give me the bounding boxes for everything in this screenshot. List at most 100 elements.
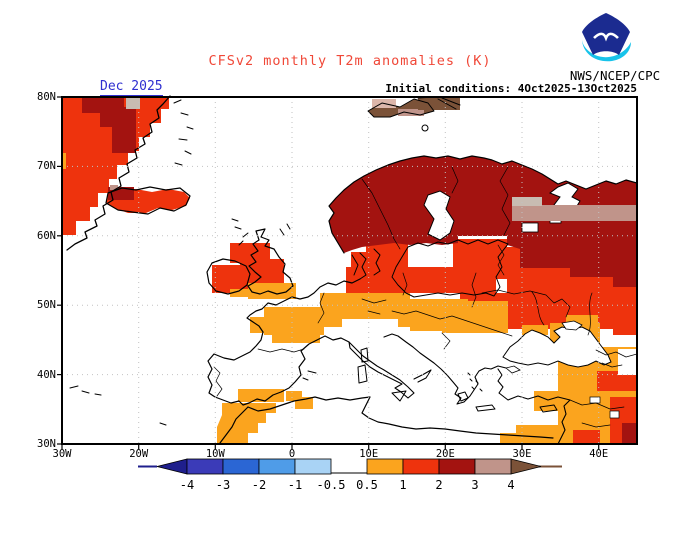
coastline <box>302 347 407 402</box>
anomaly-region <box>212 265 250 293</box>
colorbar-tick-label: 0.5 <box>356 478 378 492</box>
coastline <box>328 155 587 254</box>
forecast-date-label: Dec 2025 <box>100 79 163 96</box>
colorbar-tick-label: 2 <box>435 478 442 492</box>
anomaly-region <box>622 423 637 444</box>
colorbar-right-arrow <box>510 458 542 475</box>
anomaly-colorbar: -4 -3 -2 -1 -0.5 0.5 1 2 3 4 <box>138 458 562 492</box>
coastline <box>69 385 167 426</box>
lat-label: 30N <box>37 438 56 450</box>
europe-anomaly-map <box>57 95 638 449</box>
anomaly-region <box>512 205 637 221</box>
anomaly-region <box>442 301 508 333</box>
colorbar-tick-label: 3 <box>471 478 478 492</box>
anomaly-region <box>286 391 302 401</box>
anomaly-region <box>398 109 424 116</box>
agency-credit: NWS/NCEP/CPC <box>569 68 661 83</box>
lon-label: 0 <box>288 448 296 460</box>
coastline <box>585 179 638 190</box>
noaa-logo-sky-kite <box>582 13 630 55</box>
anomaly-region <box>230 243 270 263</box>
colorbar-tick-label: -0.5 <box>317 478 346 492</box>
anomaly-region <box>516 425 568 444</box>
page-title: CFSv2 monthly T2m anomalies (K) <box>208 53 492 69</box>
colorbar-tick-label: -2 <box>252 478 266 492</box>
lon-label: 10E <box>359 448 379 460</box>
lat-label: 40N <box>37 368 56 381</box>
colorbar-segment <box>258 458 296 475</box>
anomaly-region <box>250 317 278 333</box>
anomaly-region <box>110 185 118 190</box>
lat-label: 70N <box>37 160 56 173</box>
coastline <box>206 258 251 295</box>
coastline <box>238 232 249 246</box>
anomaly-region <box>505 365 521 374</box>
lon-label: 20E <box>435 448 455 460</box>
anomaly-region <box>618 349 637 375</box>
anomaly-region <box>534 391 564 411</box>
anomaly-region <box>418 97 460 110</box>
colorbar-segment <box>438 458 476 475</box>
coastline <box>539 404 558 413</box>
colorbar-left-arrow <box>156 458 188 475</box>
anomaly-region <box>522 325 548 335</box>
colorbar-tick-label: -1 <box>288 478 302 492</box>
initial-conditions-label: Initial conditions: 4Oct2025-13Oct2025 <box>385 82 637 95</box>
anomaly-region <box>62 153 66 169</box>
anomaly-region <box>561 320 583 331</box>
noaa-logo-gull <box>593 32 619 42</box>
colorbar-segment <box>366 458 404 475</box>
noaa-logo-sea-swoosh <box>582 40 631 62</box>
coastline <box>348 341 432 399</box>
anomaly-region <box>272 331 320 343</box>
colorbar-tick-label: 4 <box>507 478 514 492</box>
lon-label: 30W <box>52 448 72 460</box>
anomaly-region <box>248 283 296 299</box>
coastline <box>457 372 496 412</box>
lon-label: 20W <box>129 448 149 460</box>
lon-label: 40E <box>589 448 609 460</box>
colorbar-tick-label: 1 <box>399 478 406 492</box>
coastline <box>66 95 171 251</box>
coastline <box>219 406 249 444</box>
coastline <box>248 335 350 404</box>
lat-label: 80N <box>37 91 56 103</box>
lat-label: 60N <box>37 229 56 242</box>
lon-label: 30E <box>512 448 532 460</box>
coastline <box>247 396 554 439</box>
lon-label: 10W <box>205 448 225 460</box>
coastline <box>207 278 361 406</box>
colorbar-tick-label: -4 <box>180 478 194 492</box>
colorbar-segment <box>222 458 260 475</box>
coastline <box>231 218 291 236</box>
coastline <box>391 239 509 298</box>
colorbar-segment <box>294 458 332 475</box>
coastline <box>247 228 294 295</box>
noaa-logo <box>582 13 631 62</box>
anomaly-region <box>62 97 169 235</box>
anomaly-region <box>573 430 600 444</box>
colorbar-segment <box>474 458 512 475</box>
coastline <box>497 368 571 445</box>
lat-label: 50N <box>37 299 56 312</box>
anomaly-region <box>100 113 116 127</box>
map-border <box>61 96 638 445</box>
anomaly-region <box>609 410 620 419</box>
anomaly-region <box>238 389 284 402</box>
anomaly-region <box>342 319 398 334</box>
map-area: 80N 70N 60N 50N 40N 30N 30W 20W 10W 0 10E 20E 30E 40… <box>37 91 638 460</box>
anomaly-region <box>597 371 637 391</box>
coastline <box>421 124 429 132</box>
colorbar-tick-label: -3 <box>216 478 230 492</box>
anomaly-region <box>500 433 518 444</box>
anomaly-region <box>217 403 276 444</box>
anomaly-region <box>230 289 252 297</box>
anomaly-region <box>512 197 542 206</box>
anomaly-region <box>423 190 455 241</box>
anomaly-region <box>613 287 637 335</box>
coastline <box>383 333 507 405</box>
coastline <box>173 99 194 166</box>
coastline <box>351 248 381 280</box>
anomaly-region <box>521 222 539 233</box>
